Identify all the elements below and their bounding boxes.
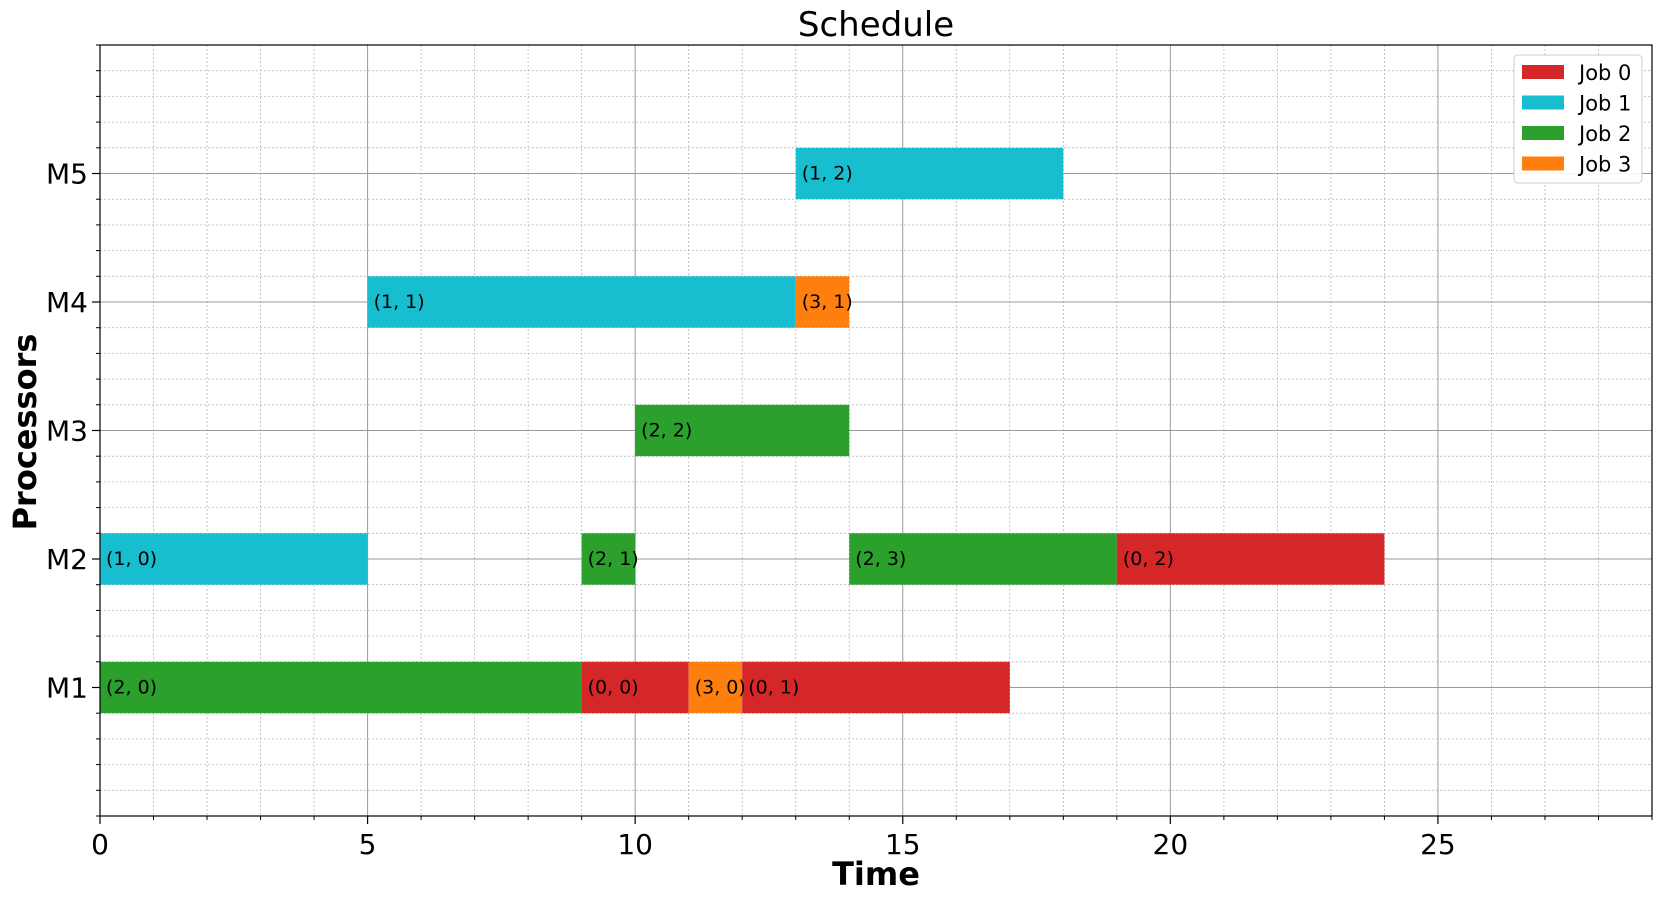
task-bar-label: (2, 1)	[588, 548, 639, 570]
x-axis-title: Time	[832, 855, 920, 893]
legend-label: Job 3	[1577, 153, 1631, 177]
legend: Job 0 Job 1 Job 2 Job 3	[1513, 54, 1643, 184]
x-tick-label: 20	[1153, 828, 1189, 861]
task-bar-label: (2, 0)	[106, 677, 157, 699]
x-tick-labels: 0 5 10 15 20 25	[91, 828, 1456, 861]
task-bar-label: (3, 1)	[802, 291, 853, 313]
task-bar	[100, 661, 582, 714]
task-bar-label: (0, 0)	[588, 677, 639, 699]
legend-swatch	[1522, 156, 1564, 171]
x-tick-label: 10	[617, 828, 653, 861]
task-bar	[688, 661, 743, 714]
task-bar	[100, 533, 368, 585]
task-bar-label: (0, 2)	[1123, 548, 1174, 570]
task-bar	[581, 661, 689, 714]
y-tick-label: M5	[46, 158, 88, 191]
task-bar	[795, 147, 1064, 200]
x-tick-label: 15	[885, 828, 921, 861]
x-tick-label: 5	[359, 828, 377, 861]
task-bar	[849, 533, 1117, 585]
task-bar-label: (1, 0)	[106, 548, 157, 570]
task-bar-label: (1, 2)	[802, 163, 853, 185]
task-bar-label: (3, 0)	[695, 677, 746, 699]
task-labels: (2, 0) (0, 0) (3, 0) (0, 1) (1, 0) (2, 1) (2, …	[106, 163, 1174, 699]
legend-frame	[1513, 54, 1643, 184]
legend-swatch	[1522, 126, 1564, 140]
y-tick-label: M2	[46, 543, 88, 576]
task-bar-label: (2, 2)	[641, 420, 692, 442]
y-tick-label: M3	[46, 415, 88, 448]
task-bar	[635, 404, 850, 457]
legend-label: Job 1	[1577, 92, 1631, 116]
y-axis-title: Processors	[6, 334, 44, 531]
task-bar-label: (1, 1)	[374, 291, 425, 313]
y-tick-label: M4	[46, 286, 88, 319]
y-tick-labels: M1 M2 M3 M4 M5	[46, 158, 88, 705]
legend-label: Job 0	[1577, 61, 1631, 85]
axis-ticks	[92, 44, 1653, 824]
task-bar-label: (2, 3)	[855, 548, 906, 570]
chart-title: Schedule	[798, 5, 954, 45]
task-bar	[795, 276, 850, 328]
task-bar	[367, 276, 796, 328]
task-bars	[100, 147, 1385, 714]
legend-swatch	[1522, 65, 1564, 79]
y-tick-label: M1	[46, 672, 88, 705]
x-tick-label: 0	[91, 828, 109, 861]
legend-swatch	[1522, 95, 1564, 110]
task-bar	[1116, 533, 1385, 585]
task-bar	[581, 533, 636, 585]
legend-label: Job 2	[1577, 122, 1631, 146]
task-bar-label: (0, 1)	[748, 677, 799, 699]
task-bar	[742, 661, 1010, 714]
x-tick-label: 25	[1420, 828, 1456, 861]
